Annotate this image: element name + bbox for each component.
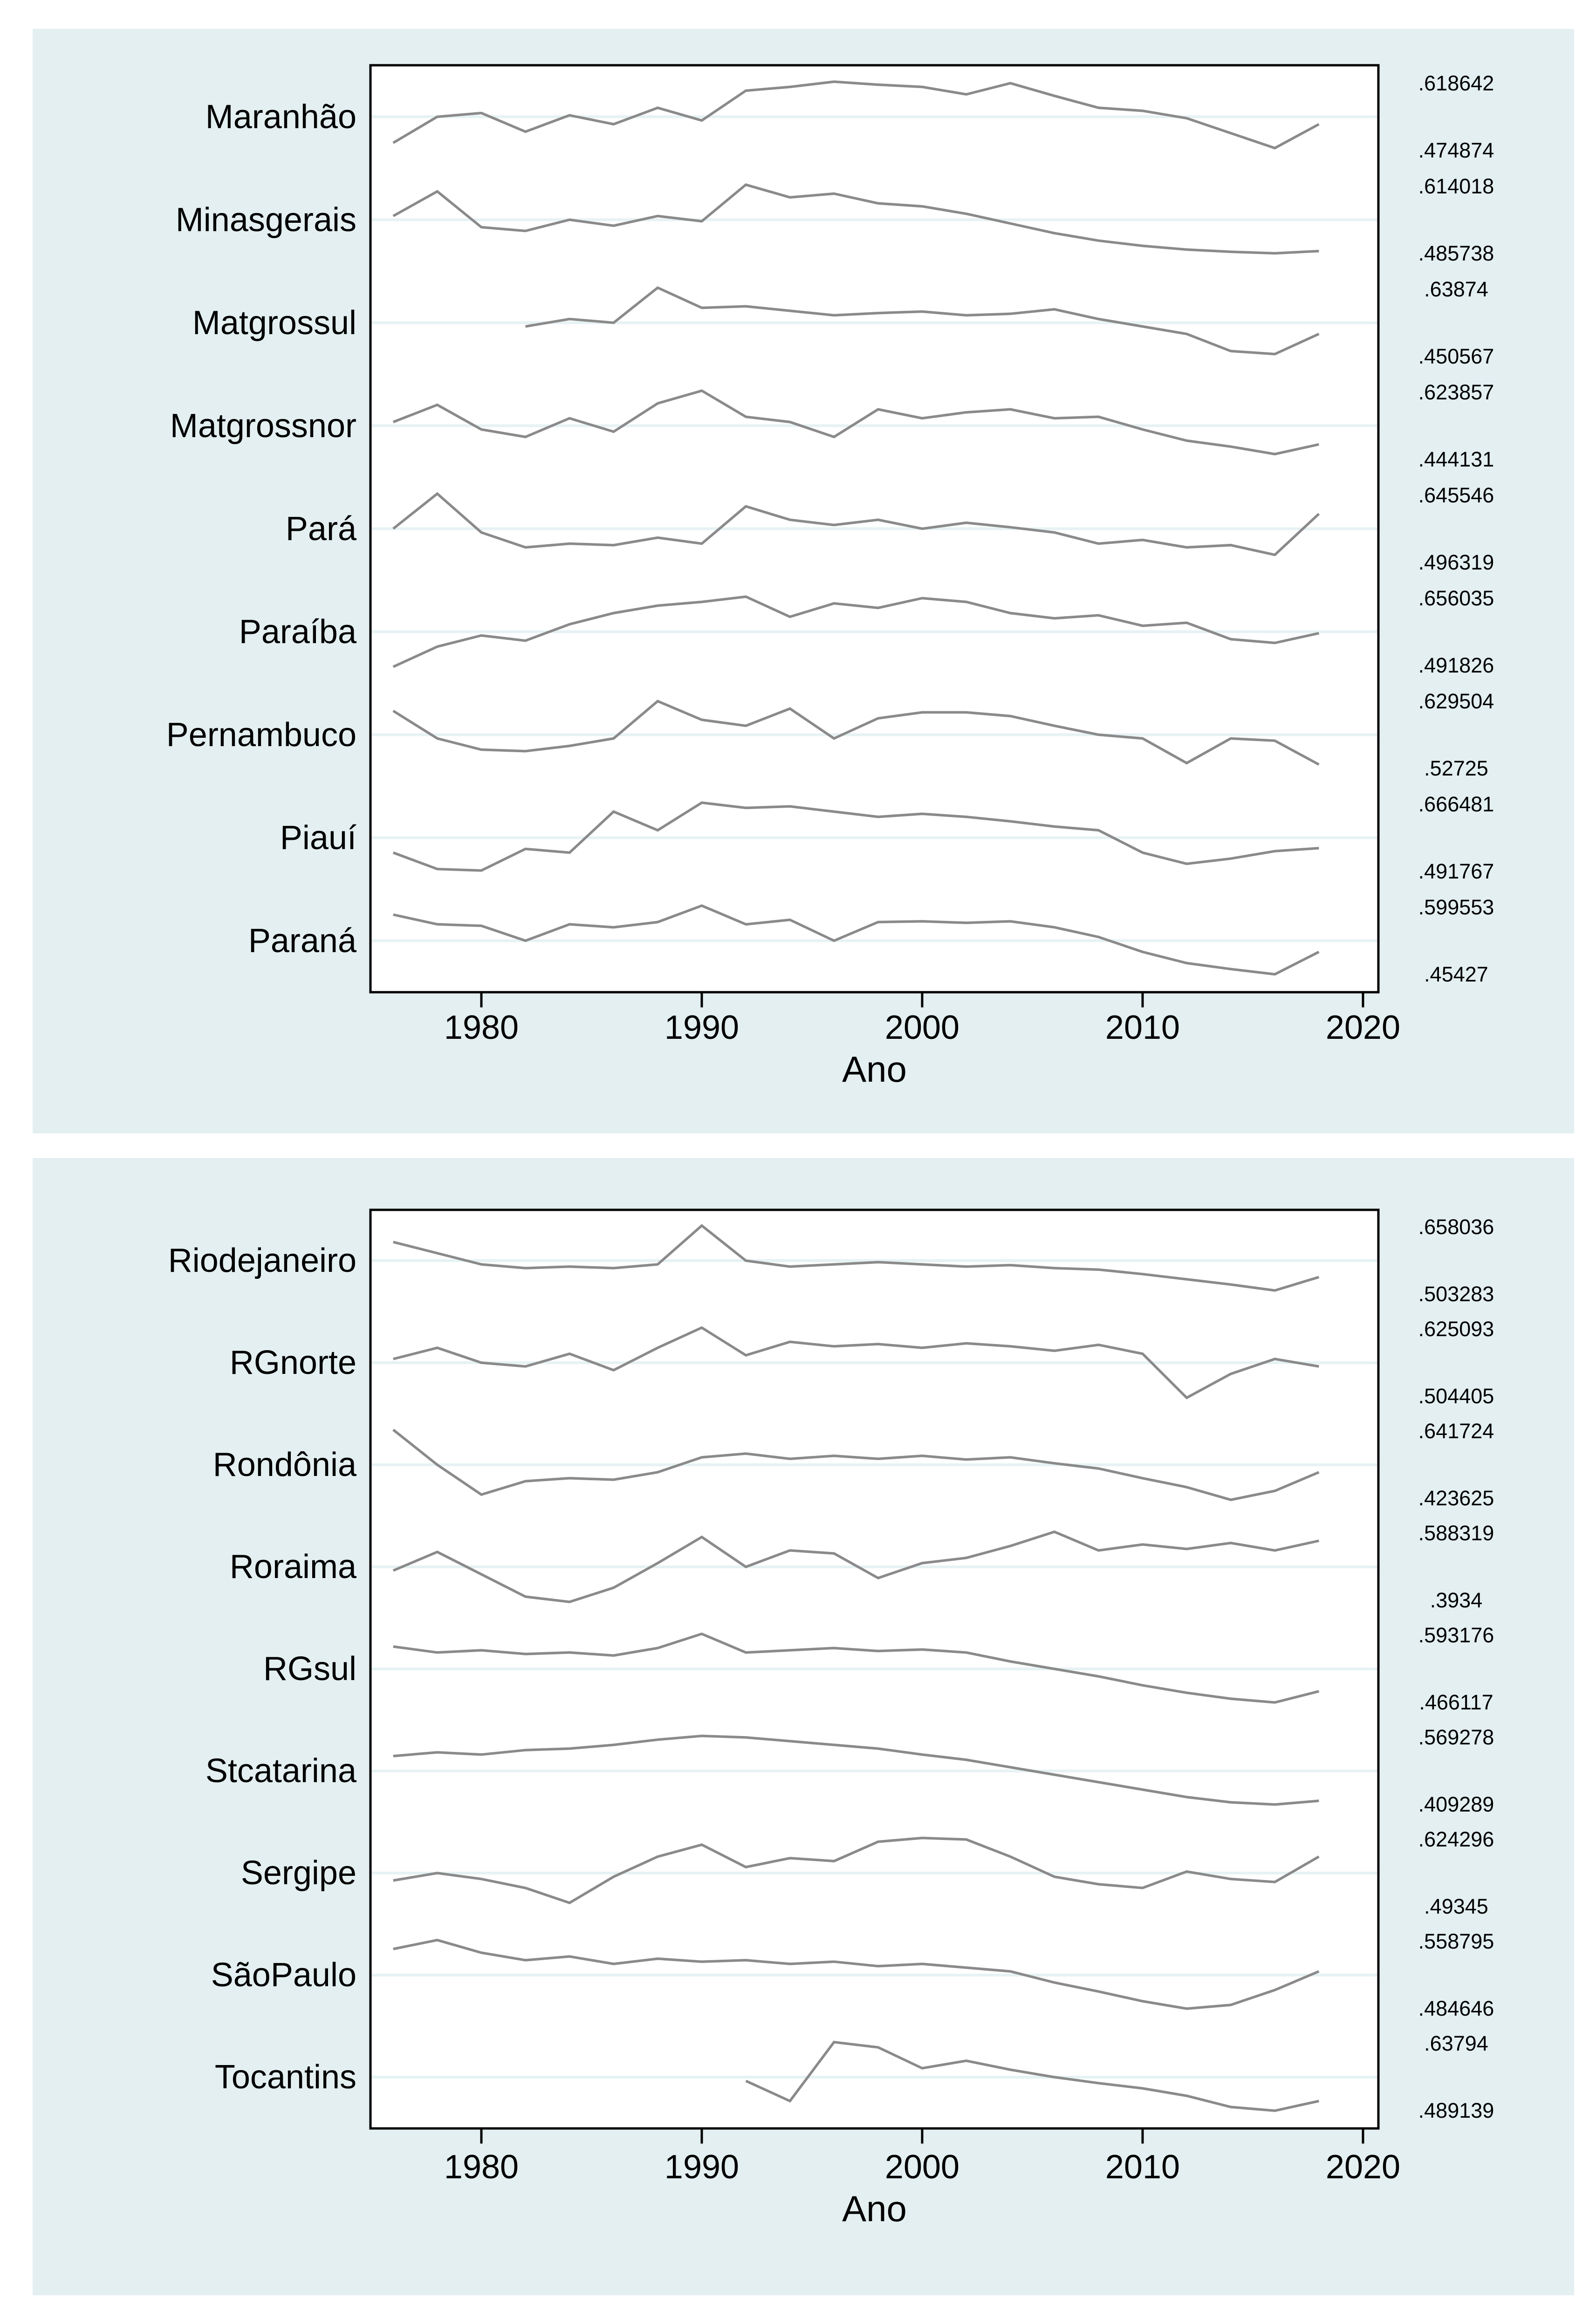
max-value-label-SãoPaulo: .558795 xyxy=(1418,1929,1494,1953)
min-value-label-Pará: .496319 xyxy=(1418,550,1494,574)
series-line-Maranhão xyxy=(392,80,1320,150)
y-axis-label-Tocantins: Tocantins xyxy=(214,2059,356,2096)
y-axis-label-RGnorte: RGnorte xyxy=(229,1344,356,1381)
series-line-RGnorte xyxy=(393,1326,1319,1400)
series-line-Stcatarina xyxy=(393,1735,1319,1806)
max-value-label-RGnorte: .625093 xyxy=(1418,1317,1494,1341)
y-axis-label-SãoPaulo: SãoPaulo xyxy=(211,1956,356,1994)
max-value-label-RGsul: .593176 xyxy=(1418,1623,1494,1647)
x-tick-label-2010: 2010 xyxy=(1105,1009,1180,1046)
min-value-label-Pernambuco: .52725 xyxy=(1424,756,1488,780)
series-line-Riodejaneiro xyxy=(393,1224,1320,1292)
x-axis-title: Ano xyxy=(842,2188,907,2229)
y-axis-label-Pará: Pará xyxy=(285,510,356,548)
series-line-Roraima xyxy=(392,1530,1319,1604)
min-value-label-Minasgerais: .485738 xyxy=(1418,241,1494,265)
max-value-label-Minasgerais: .614018 xyxy=(1418,174,1494,198)
series-line-Paraná xyxy=(393,904,1320,976)
x-tick-label-2000: 2000 xyxy=(884,2148,960,2186)
min-value-label-Matgrossnor: .444131 xyxy=(1418,447,1494,471)
min-value-label-RGsul: .466117 xyxy=(1419,1690,1493,1714)
y-axis-label-Minasgerais: Minasgerais xyxy=(175,201,356,239)
y-axis-label-Sergipe: Sergipe xyxy=(240,1854,356,1892)
max-value-label-Tocantins: .63794 xyxy=(1424,2031,1488,2055)
y-axis-label-Maranhão: Maranhão xyxy=(205,98,356,136)
min-value-label-Stcatarina: .409289 xyxy=(1418,1792,1494,1816)
min-value-label-Sergipe: .49345 xyxy=(1424,1894,1488,1918)
max-value-label-Matgrossul: .63874 xyxy=(1424,277,1488,301)
y-axis-label-Rondônia: Rondônia xyxy=(212,1446,356,1483)
min-value-label-Paraíba: .491826 xyxy=(1418,653,1494,677)
min-value-label-Roraima: .3934 xyxy=(1430,1588,1483,1612)
x-tick-label-1990: 1990 xyxy=(664,1009,740,1046)
series-line-Tocantins xyxy=(745,2040,1319,2112)
max-value-label-Piauí: .666481 xyxy=(1418,792,1494,816)
x-tick-label-2000: 2000 xyxy=(884,1009,960,1046)
x-tick-label-1990: 1990 xyxy=(664,2148,740,2186)
x-tick-label-2020: 2020 xyxy=(1325,2148,1401,2186)
y-axis-label-Stcatarina: Stcatarina xyxy=(205,1752,356,1790)
series-line-Minasgerais xyxy=(392,183,1319,255)
min-value-label-Matgrossul: .450567 xyxy=(1418,344,1494,368)
series-line-Pernambuco xyxy=(392,700,1320,766)
min-value-label-Riodejaneiro: .503283 xyxy=(1418,1282,1494,1306)
y-axis-label-Paraná: Paraná xyxy=(248,922,356,960)
series-line-Piauí xyxy=(392,801,1319,872)
y-axis-label-Riodejaneiro: Riodejaneiro xyxy=(168,1242,356,1279)
y-axis-label-Piauí: Piauí xyxy=(280,819,356,857)
max-value-label-Paraná: .599553 xyxy=(1418,895,1494,919)
series-line-Pará xyxy=(392,492,1320,556)
y-axis-label-Roraima: Roraima xyxy=(229,1548,356,1585)
max-value-label-Roraima: .588319 xyxy=(1418,1521,1494,1545)
max-value-label-Maranhão: .618642 xyxy=(1418,71,1494,95)
max-value-label-Riodejaneiro: .658036 xyxy=(1418,1215,1494,1239)
x-axis-title: Ano xyxy=(842,1049,907,1090)
series-line-Matgrossnor xyxy=(392,389,1319,456)
series-line-Rondônia xyxy=(392,1428,1320,1502)
series-line-Matgrossul xyxy=(525,286,1320,356)
max-value-label-Paraíba: .656035 xyxy=(1418,586,1494,610)
min-value-label-Tocantins: .489139 xyxy=(1418,2099,1494,2122)
figure-top-panel: Maranhão .618642 .474874 Minasgerais .614018… xyxy=(33,29,1574,1133)
max-value-label-Matgrossnor: .623857 xyxy=(1418,380,1494,404)
y-axis-label-RGsul: RGsul xyxy=(263,1650,356,1688)
plot-area-svg xyxy=(369,64,1380,1008)
max-value-label-Pernambuco: .629504 xyxy=(1418,689,1494,713)
max-value-label-Pará: .645546 xyxy=(1418,483,1494,507)
figure-bottom-panel: Riodejaneiro .658036 .503283 RGnorte .625093… xyxy=(33,1158,1574,2295)
max-value-label-Rondônia: .641724 xyxy=(1418,1419,1494,1443)
x-tick-label-2020: 2020 xyxy=(1325,1009,1401,1046)
min-value-label-Rondônia: .423625 xyxy=(1418,1486,1494,1510)
x-tick-label-1980: 1980 xyxy=(444,2148,519,2186)
x-tick-label-2010: 2010 xyxy=(1105,2148,1180,2186)
series-line-Sergipe xyxy=(393,1837,1320,1905)
series-line-Paraíba xyxy=(392,595,1319,668)
plot-area-svg xyxy=(369,1208,1380,2144)
x-tick-label-1980: 1980 xyxy=(444,1009,519,1046)
y-axis-label-Pernambuco: Pernambuco xyxy=(166,716,356,754)
series-line-RGsul xyxy=(393,1632,1320,1704)
y-axis-label-Paraíba: Paraíba xyxy=(239,613,356,651)
min-value-label-Paraná: .45427 xyxy=(1424,962,1488,986)
min-value-label-Maranhão: .474874 xyxy=(1418,138,1494,162)
series-line-SãoPaulo xyxy=(393,1938,1320,2010)
min-value-label-SãoPaulo: .484646 xyxy=(1418,1997,1494,2020)
plot-border xyxy=(369,1208,1380,2130)
max-value-label-Sergipe: .624296 xyxy=(1418,1827,1494,1851)
y-axis-label-Matgrossul: Matgrossul xyxy=(192,304,356,342)
max-value-label-Stcatarina: .569278 xyxy=(1418,1725,1494,1749)
plot-border xyxy=(369,64,1380,994)
min-value-label-Piauí: .491767 xyxy=(1418,859,1494,883)
min-value-label-RGnorte: .504405 xyxy=(1418,1384,1494,1408)
y-axis-label-Matgrossnor: Matgrossnor xyxy=(170,407,356,445)
